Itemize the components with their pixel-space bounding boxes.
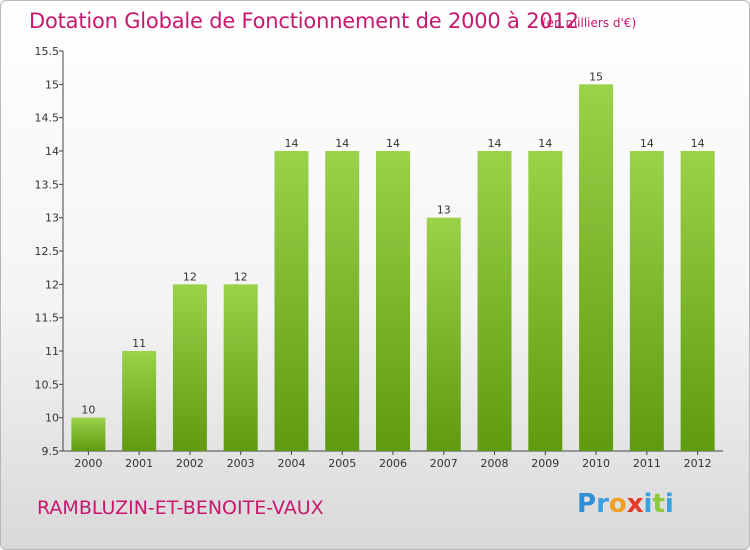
y-tick-label: 10: [45, 412, 59, 425]
bar-2011: [629, 151, 664, 451]
bar-2000: [71, 417, 106, 451]
bar-2010: [579, 84, 614, 451]
y-tick-label: 10.5: [35, 378, 60, 391]
y-tick-label: 13: [45, 212, 59, 225]
bar-2007: [426, 217, 461, 451]
x-tick-label-2002: 2002: [176, 457, 204, 470]
logo-letter: r: [596, 489, 609, 519]
x-tick-label-2003: 2003: [227, 457, 255, 470]
data-label-2001: 11: [132, 337, 146, 350]
data-label-2011: 14: [640, 137, 654, 150]
logo-letter: x: [626, 489, 644, 519]
y-tick-label: 14.5: [35, 112, 60, 125]
bar-2008: [477, 151, 512, 451]
y-tick-label: 15.5: [35, 45, 60, 58]
data-label-2007: 13: [437, 204, 451, 217]
data-label-2012: 14: [691, 137, 705, 150]
y-tick-label: 12.5: [35, 245, 60, 258]
logo-letter: P: [577, 489, 597, 519]
x-tick-label-2009: 2009: [531, 457, 559, 470]
x-tick-label-2000: 2000: [74, 457, 102, 470]
logo-letter: i: [643, 489, 653, 519]
y-tick-label: 9.5: [42, 445, 60, 458]
data-label-2006: 14: [386, 137, 400, 150]
proxiti-logo[interactable]: Proxiti: [577, 489, 674, 519]
y-tick-label: 13.5: [35, 178, 60, 191]
y-tick-label: 14: [45, 145, 59, 158]
x-tick-label-2004: 2004: [277, 457, 305, 470]
y-tick-label: 12: [45, 278, 59, 291]
logo-letter: i: [664, 489, 674, 519]
data-label-2010: 15: [589, 70, 603, 83]
data-label-2002: 12: [183, 270, 197, 283]
bar-2009: [528, 151, 563, 451]
bar-2003: [223, 284, 258, 451]
data-label-2000: 10: [81, 404, 95, 417]
y-tick-label: 11.5: [35, 312, 60, 325]
x-tick-label-2007: 2007: [430, 457, 458, 470]
commune-name: RAMBLUZIN-ET-BENOITE-VAUX: [37, 497, 324, 519]
chart-title: Dotation Globale de Fonctionnement de 20…: [29, 9, 579, 33]
bar-2005: [325, 151, 360, 451]
x-tick-label-2006: 2006: [379, 457, 407, 470]
data-label-2005: 14: [335, 137, 349, 150]
x-tick-label-2010: 2010: [582, 457, 610, 470]
bar-2004: [274, 151, 309, 451]
y-tick-label: 15: [45, 78, 59, 91]
data-label-2004: 14: [284, 137, 298, 150]
data-label-2008: 14: [488, 137, 502, 150]
y-tick-label: 11: [45, 345, 59, 358]
unit-note: (en milliers d'€): [542, 16, 637, 30]
bar-2006: [376, 151, 410, 451]
bar-2002: [172, 284, 207, 451]
x-tick-label-2011: 2011: [633, 457, 661, 470]
x-tick-label-2008: 2008: [481, 457, 509, 470]
data-label-2009: 14: [538, 137, 552, 150]
logo-letter: t: [652, 489, 665, 519]
x-tick-label-2005: 2005: [328, 457, 356, 470]
x-tick-label-2012: 2012: [684, 457, 712, 470]
x-tick-label-2001: 2001: [125, 457, 153, 470]
bar-2012: [680, 151, 715, 451]
logo-letter: o: [608, 489, 627, 519]
bar-2001: [122, 351, 157, 451]
data-label-2003: 12: [234, 270, 248, 283]
